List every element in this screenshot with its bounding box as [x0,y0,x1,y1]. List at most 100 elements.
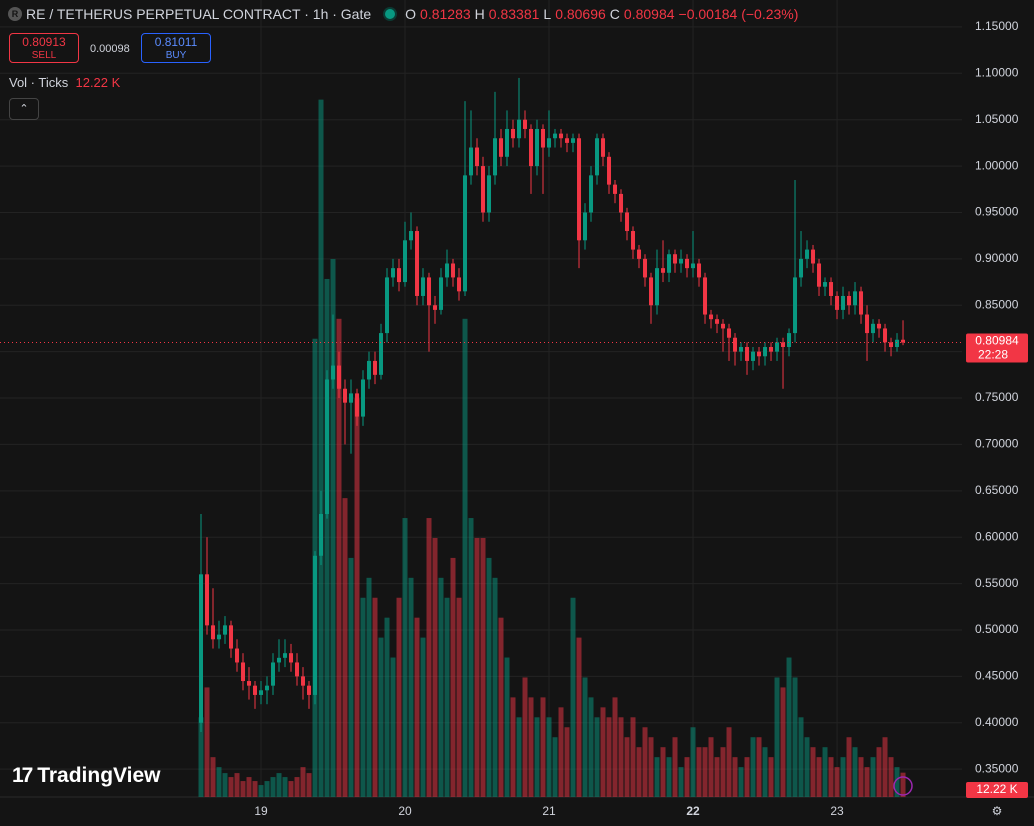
candle-body [337,365,342,389]
candle-body [817,263,822,287]
volume-bar [486,557,492,797]
sell-label: SELL [31,50,57,61]
y-tick-label: 0.90000 [975,251,1019,265]
volume-bar [348,557,354,797]
candle-body [463,175,468,292]
volume-bar [270,777,276,797]
volume-legend: Vol · Ticks 12.22 K [9,75,120,90]
collapse-button[interactable]: ⌃ [9,98,39,120]
volume-bar [804,737,810,797]
volume-bar [756,737,762,797]
volume-bar [672,737,678,797]
spread: 0.00098 [90,43,130,55]
candle-body [427,277,432,306]
volume-bar [858,757,864,797]
ohlc-value: 0.80984 [623,6,675,22]
candle-body [661,268,666,273]
candle-body [589,175,594,213]
candle-body [529,128,534,167]
volume-bar [372,597,378,797]
sell-price: 0.80913 [22,35,66,49]
volume-bar [504,657,510,797]
buy-button[interactable]: 0.81011 BUY [141,33,211,63]
volume-bar [264,781,270,797]
ohlc-label: C [609,6,620,22]
ohlc-label: L [543,6,552,22]
candle-body [367,360,372,380]
candle-body [409,231,414,241]
volume-bar [546,717,552,797]
volume-bar [492,577,498,797]
volume-bar [216,767,222,797]
candle-body [331,365,336,380]
candle-body [793,277,798,334]
candle-body [691,263,696,269]
volume-bar [540,697,546,797]
price-axis [962,0,1034,826]
volume-value: 12.22 K [75,75,121,90]
candle-body [433,305,438,310]
candle-body [451,263,456,278]
volume-bar [798,717,804,797]
candle-body [235,648,240,663]
volume-bar [390,657,396,797]
y-tick-label: 0.45000 [975,669,1019,683]
symbol-header: R RE / TETHERUS PERPETUAL CONTRACT · 1h … [8,6,798,22]
x-tick-label: 22 [686,804,700,818]
volume-bar [408,577,414,797]
volume-bar [834,767,840,797]
volume-bar [876,747,882,797]
ohlc-value: 0.80696 [555,6,606,22]
volume-bar [618,717,624,797]
volume-bar [576,637,582,797]
logo: 17 TradingView [12,764,161,787]
volume-bar [228,777,234,797]
volume-bar [720,747,726,797]
volume-bar [654,757,660,797]
candle-body [325,379,330,515]
volume-bar [732,757,738,797]
candle-body [727,328,732,338]
volume-bar [888,757,894,797]
logo-text: TradingView [37,764,161,787]
y-tick-label: 0.95000 [975,205,1019,219]
volume-bar [660,747,666,797]
candle-body [577,138,582,241]
candle-body [205,574,210,626]
volume-bar [726,727,732,797]
candle-body [697,263,702,278]
candle-body [349,393,354,403]
volume-bar [204,687,210,797]
candle-body [625,212,630,232]
volume-bar [780,687,786,797]
candle-body [565,138,570,143]
candle-body [199,574,204,723]
sell-button[interactable]: 0.80913 SELL [9,33,79,63]
candle-body [217,634,222,640]
y-tick-label: 0.55000 [975,576,1019,590]
candle-body [637,249,642,259]
volume-bar [222,773,228,797]
volume-bar [702,747,708,797]
candle-body [301,676,306,686]
candle-body [397,268,402,283]
volume-bar [414,617,420,797]
candle-body [241,662,246,682]
candle-body [259,690,264,695]
candle-body [385,277,390,334]
volume-tag-value: 12.22 K [976,782,1017,796]
volume-bar [246,777,252,797]
candle-body [499,138,504,157]
volume-bar [750,737,756,797]
symbol-title[interactable]: RE / TETHERUS PERPETUAL CONTRACT · 1h · … [26,6,372,22]
volume-bar [330,259,336,797]
y-tick-label: 0.40000 [975,715,1019,729]
volume-bar [324,278,330,797]
y-tick-label: 0.35000 [975,761,1019,775]
candle-body [553,133,558,139]
candle-body [709,314,714,320]
ohlc-label: H [474,6,485,22]
candle-body [811,249,816,264]
y-tick-label: 0.50000 [975,622,1019,636]
